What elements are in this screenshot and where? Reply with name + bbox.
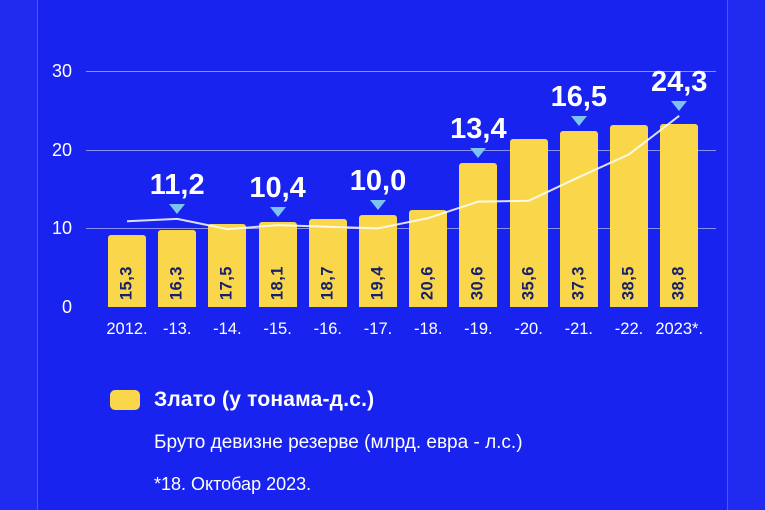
gold-bar-value: 18,7 <box>318 265 337 300</box>
line-point-marker <box>570 115 587 126</box>
right-gutter <box>727 0 765 510</box>
gold-bar-13: 16,3 <box>158 230 197 307</box>
x-axis-tick-13: -13. <box>162 320 192 338</box>
gold-bar-14: 17,5 <box>208 224 247 307</box>
gold-bar-value: 15,3 <box>117 265 136 300</box>
gold-bar-value: 17,5 <box>217 265 236 300</box>
x-axis-tick-17: -17. <box>363 320 393 338</box>
gridline-30 <box>86 71 716 72</box>
gold-bar-value: 35,6 <box>519 265 538 300</box>
line-value-label: 13,4 <box>450 112 507 145</box>
x-axis-tick-21: -21. <box>564 320 594 338</box>
x-axis-tick-15: -15. <box>263 320 292 338</box>
x-axis-tick-14: -14. <box>213 320 242 338</box>
gold-bar-value: 16,3 <box>167 265 186 300</box>
gold-legend-swatch <box>110 390 140 410</box>
x-axis-tick-16: -16. <box>313 320 343 338</box>
y-axis-tick-10: 10 <box>51 218 72 239</box>
gold-bar-value: 38,8 <box>669 265 688 300</box>
line-value-label: 10,4 <box>249 171 306 204</box>
gold-bar-value: 20,6 <box>418 265 437 300</box>
gold-bar-value: 18,1 <box>268 265 287 300</box>
gold-bar-value: 37,3 <box>569 265 588 300</box>
legend: Злато (у тонама-д.с.) <box>110 388 374 412</box>
gold-bar-16: 18,7 <box>308 218 347 307</box>
x-axis-tick-2012: 2012. <box>106 320 148 338</box>
line-value-label: 11,2 <box>149 168 205 201</box>
x-axis-tick-2023: 2023*. <box>655 320 704 338</box>
gold-bar-21: 37,3 <box>559 130 598 307</box>
line-value-label: 16,5 <box>550 80 608 113</box>
line-point-marker <box>269 206 286 217</box>
gold-bar-value: 38,5 <box>619 265 638 300</box>
gold-legend-label: Злато (у тонама-д.с.) <box>154 388 375 411</box>
gold-bar-2012: 15,3 <box>108 234 146 307</box>
x-axis-tick-20: -20. <box>514 320 543 338</box>
left-gutter <box>0 0 38 510</box>
line-point-marker <box>370 200 386 211</box>
line-point-marker <box>470 147 487 158</box>
gold-bar-17: 19,4 <box>359 215 397 307</box>
gold-bar-19: 30,6 <box>459 162 498 307</box>
gold-bar-value: 19,4 <box>368 265 387 300</box>
y-axis-tick-30: 30 <box>51 61 72 81</box>
line-value-label: 24,3 <box>650 65 708 98</box>
footnote: *18. Октобар 2023. <box>154 474 312 494</box>
y-axis-tick-20: 20 <box>51 139 72 160</box>
gold-bar-value: 30,6 <box>468 265 487 300</box>
x-axis-tick-18: -18. <box>413 320 443 338</box>
gold-bar-18: 20,6 <box>409 209 448 307</box>
y-axis-tick-0: 0 <box>61 297 72 317</box>
line-value-label: 10,0 <box>349 165 407 198</box>
gold-bar-15: 18,1 <box>258 221 297 307</box>
gold-bar-22: 38,5 <box>610 125 648 307</box>
line-point-marker <box>169 203 186 214</box>
line-point-marker <box>671 100 688 111</box>
reserves-legend-label: Бруто девизне резерве (млрд. евра - л.с.… <box>154 432 523 453</box>
gold-bar-2023: 38,8 <box>660 123 699 307</box>
gold-bar-20: 35,6 <box>509 138 548 307</box>
x-axis-tick-19: -19. <box>464 320 493 338</box>
x-axis-tick-22: -22. <box>614 320 644 338</box>
